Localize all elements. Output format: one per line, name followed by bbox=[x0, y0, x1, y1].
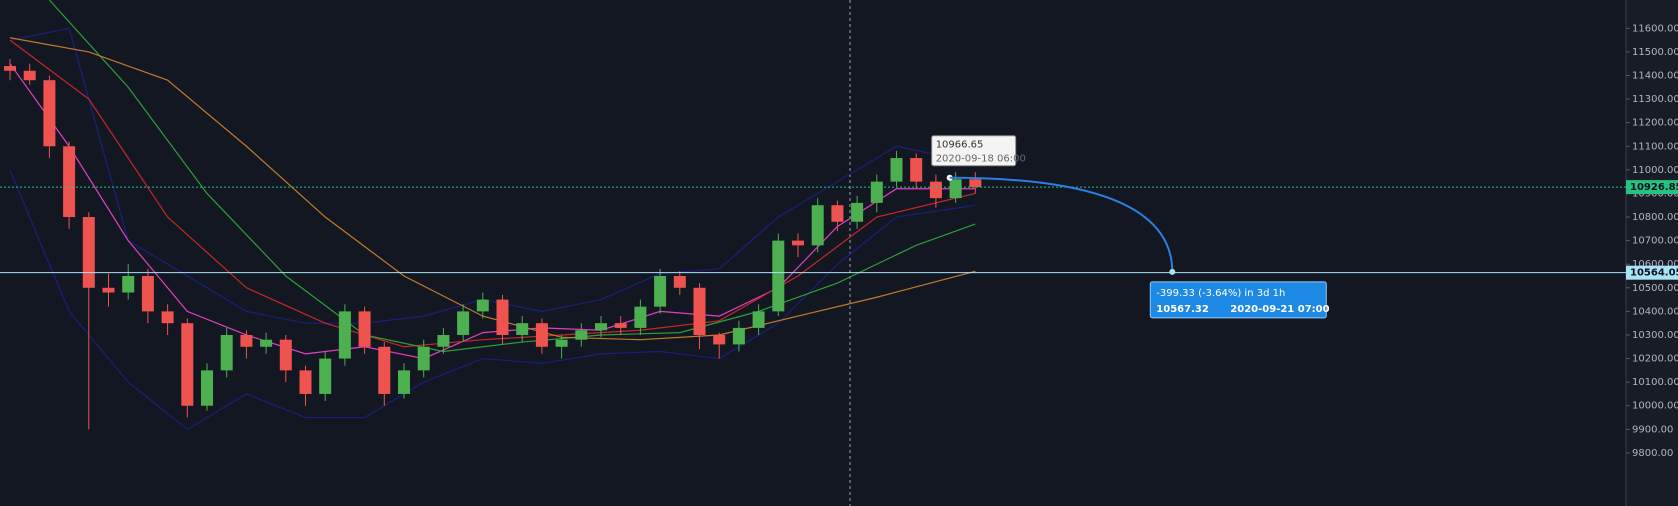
grid: 9800.00 9900.00 10000.00 10100.00 10200.00 10… bbox=[1626, 23, 1678, 459]
candle-body bbox=[319, 358, 332, 394]
y-tick-label: 11000.00 bbox=[1632, 165, 1678, 176]
candle-body bbox=[535, 323, 548, 347]
price-label: 10926.85 bbox=[1630, 182, 1678, 193]
y-tick-label: 10600.00 bbox=[1632, 259, 1678, 270]
candle-body bbox=[792, 240, 804, 246]
candle-body bbox=[910, 158, 923, 182]
indicator-line bbox=[9, 169, 976, 431]
price-label: 10564.05 bbox=[1630, 268, 1678, 279]
candle-body bbox=[476, 299, 489, 312]
candle-body bbox=[82, 217, 95, 288]
indicator-line bbox=[9, 63, 976, 360]
candle-body bbox=[673, 276, 686, 288]
candle-body bbox=[929, 181, 942, 199]
candle-body bbox=[851, 202, 864, 222]
candle-body bbox=[732, 327, 745, 345]
candle-body bbox=[713, 334, 726, 345]
measure-target: 10567.32 bbox=[1156, 304, 1209, 315]
candle-body bbox=[220, 334, 233, 371]
callout-box bbox=[931, 135, 1017, 167]
y-tick-label: 11500.00 bbox=[1632, 47, 1678, 58]
annotations: 10926.85 10564.05 10966.65 2020-09-18 06:00… bbox=[0, 135, 1678, 319]
indicator-line bbox=[9, 39, 976, 348]
callout-price: 10966.65 bbox=[936, 140, 984, 151]
candle-body bbox=[595, 323, 607, 331]
candle-body bbox=[752, 311, 765, 328]
candle-body bbox=[417, 346, 430, 371]
candle-body bbox=[693, 287, 706, 335]
measure-change: -399.33 (-3.64%) in 3d 1h bbox=[1156, 288, 1285, 299]
callout-date: 2020-09-18 06:00 bbox=[936, 154, 1026, 165]
candle-body bbox=[398, 370, 410, 394]
y-tick-label: 11200.00 bbox=[1632, 118, 1678, 129]
candle-body bbox=[575, 330, 588, 340]
price-label-box bbox=[1626, 180, 1678, 195]
candle-body bbox=[4, 66, 16, 71]
candle-body bbox=[457, 311, 470, 335]
y-tick-label: 10800.00 bbox=[1632, 212, 1678, 223]
measure-box bbox=[1149, 281, 1327, 319]
candle-body bbox=[161, 311, 174, 324]
y-tick-label: 9900.00 bbox=[1632, 424, 1673, 435]
candle-body bbox=[634, 306, 647, 328]
price-axis bbox=[1626, 0, 1678, 506]
y-tick-label: 11100.00 bbox=[1632, 141, 1678, 152]
candle-body bbox=[516, 323, 529, 335]
y-tick-label: 10000.00 bbox=[1632, 401, 1678, 412]
candle-body bbox=[358, 311, 371, 347]
candle-body bbox=[378, 346, 391, 394]
candle-body bbox=[496, 299, 509, 335]
y-tick-label: 10200.00 bbox=[1632, 354, 1678, 365]
measure-arrow bbox=[949, 176, 1174, 272]
candle-body bbox=[831, 205, 844, 222]
candle-body bbox=[772, 240, 785, 312]
candle-body bbox=[555, 339, 568, 347]
y-tick-label: 11300.00 bbox=[1632, 94, 1678, 105]
candle-body bbox=[260, 339, 273, 347]
candle-body bbox=[102, 287, 115, 293]
candle-body bbox=[614, 323, 627, 328]
y-tick-label: 10500.00 bbox=[1632, 283, 1678, 294]
y-tick-label: 10100.00 bbox=[1632, 377, 1678, 388]
price-label-box bbox=[1626, 265, 1678, 280]
y-tick-label: 9800.00 bbox=[1632, 448, 1673, 459]
candle-body bbox=[299, 370, 312, 394]
candle-body bbox=[949, 179, 962, 199]
candle-body bbox=[654, 276, 667, 307]
candle-body bbox=[870, 181, 883, 203]
candle-body bbox=[279, 339, 292, 371]
candle-body bbox=[969, 179, 982, 188]
measure-date: 2020-09-21 07:00 bbox=[1230, 304, 1329, 315]
candle-body bbox=[437, 334, 450, 347]
y-tick-label: 10300.00 bbox=[1632, 330, 1678, 341]
candle-body bbox=[43, 80, 56, 147]
candle-body bbox=[338, 311, 351, 359]
candle-body bbox=[890, 158, 903, 182]
candle-body bbox=[63, 146, 76, 218]
candle-body bbox=[141, 276, 154, 312]
candle-body bbox=[181, 323, 194, 406]
candle-body bbox=[23, 70, 36, 81]
candles bbox=[4, 58, 982, 430]
candle-body bbox=[240, 334, 253, 347]
candle-body bbox=[811, 205, 824, 246]
y-tick-label: 11400.00 bbox=[1632, 70, 1678, 81]
measure-point bbox=[1169, 268, 1176, 275]
y-tick-label: 10400.00 bbox=[1632, 306, 1678, 317]
y-tick-label: 10700.00 bbox=[1632, 236, 1678, 247]
candle-body bbox=[122, 276, 135, 293]
y-tick-label: 11600.00 bbox=[1632, 23, 1678, 34]
candle-body bbox=[201, 370, 213, 406]
